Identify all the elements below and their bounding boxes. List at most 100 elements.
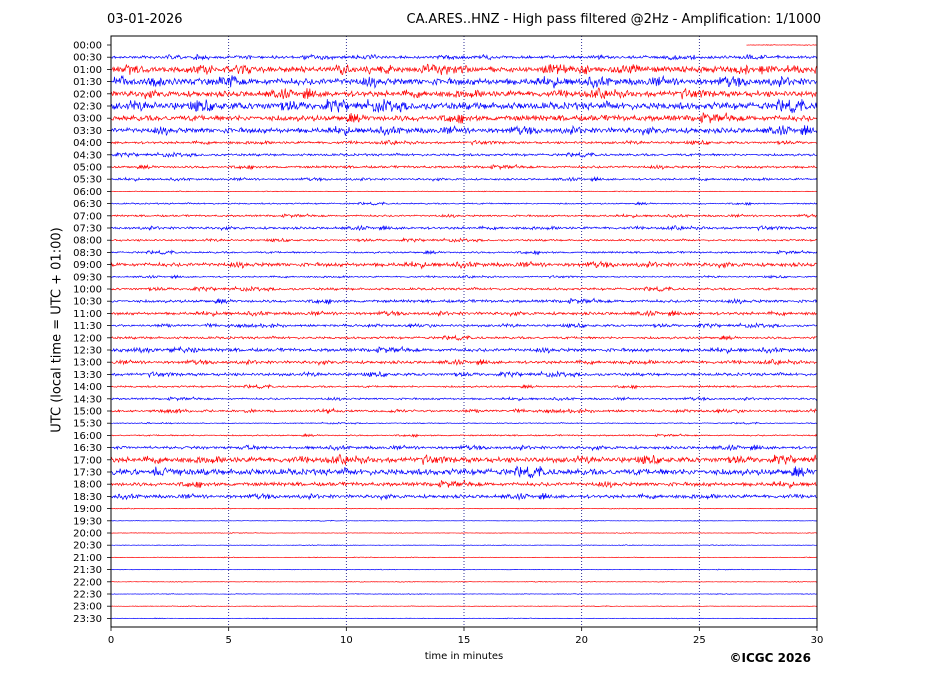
row-time-label: 01:00 xyxy=(73,65,102,76)
x-axis-label: time in minutes xyxy=(424,651,504,662)
row-time-label: 07:30 xyxy=(73,224,102,235)
row-time-label: 22:00 xyxy=(73,577,102,588)
row-time-label: 03:30 xyxy=(73,126,102,137)
row-time-label: 19:30 xyxy=(73,516,102,527)
seismic-trace xyxy=(110,111,817,124)
row-time-label: 15:00 xyxy=(73,407,102,418)
seismic-trace xyxy=(110,74,817,89)
seismic-trace xyxy=(110,383,817,390)
chart-title: CA.ARES..HNZ - High pass filtered @2Hz -… xyxy=(406,12,821,27)
seismic-trace xyxy=(110,407,817,415)
row-time-label: 00:30 xyxy=(73,53,102,64)
row-time-label: 07:00 xyxy=(73,211,102,222)
seismic-trace xyxy=(110,63,817,76)
seismic-trace xyxy=(110,98,817,114)
seismic-trace xyxy=(110,507,817,510)
row-time-label: 03:00 xyxy=(73,114,102,125)
x-tick-label: 5 xyxy=(225,635,231,646)
seismic-trace xyxy=(110,274,817,280)
row-time-label: 01:30 xyxy=(73,77,102,88)
seismic-trace xyxy=(110,151,817,158)
row-time-label: 00:00 xyxy=(73,41,102,52)
seismic-trace xyxy=(110,532,817,534)
seismic-trace xyxy=(110,87,817,100)
seismic-trace xyxy=(110,396,817,402)
row-time-label: 11:30 xyxy=(73,321,102,332)
row-time-label: 05:30 xyxy=(73,175,102,186)
seismic-trace xyxy=(110,492,817,501)
seismic-trace xyxy=(110,421,817,425)
seismic-trace xyxy=(746,44,817,46)
row-time-label: 17:30 xyxy=(73,468,102,479)
row-time-label: 10:00 xyxy=(73,285,102,296)
seismic-trace xyxy=(110,580,817,583)
x-tick-label: 20 xyxy=(575,635,588,646)
seismic-trace xyxy=(110,139,817,146)
seismic-trace xyxy=(110,358,817,366)
row-time-label: 12:30 xyxy=(73,346,102,357)
row-time-label: 23:00 xyxy=(73,602,102,613)
row-time-label: 02:30 xyxy=(73,102,102,113)
row-time-label: 11:00 xyxy=(73,309,102,320)
row-time-label: 16:30 xyxy=(73,443,102,454)
row-time-label: 02:00 xyxy=(73,89,102,100)
row-time-label: 17:00 xyxy=(73,455,102,466)
seismic-trace xyxy=(110,345,817,355)
row-time-label: 20:00 xyxy=(73,529,102,540)
row-time-label: 12:00 xyxy=(73,333,102,344)
seismic-trace xyxy=(110,249,817,256)
seismic-trace xyxy=(110,453,817,466)
row-time-label: 23:30 xyxy=(73,614,102,625)
row-time-label: 21:30 xyxy=(73,565,102,576)
seismic-trace xyxy=(110,190,817,193)
row-time-label: 18:30 xyxy=(73,492,102,503)
seismic-trace xyxy=(110,175,817,183)
seismic-trace xyxy=(110,370,817,379)
row-time-label: 21:00 xyxy=(73,553,102,564)
seismic-trace xyxy=(110,544,817,547)
row-time-label: 20:30 xyxy=(73,541,102,552)
seismic-trace xyxy=(110,260,817,270)
seismic-trace xyxy=(110,237,817,243)
seismic-trace xyxy=(110,53,817,61)
row-time-label: 08:00 xyxy=(73,236,102,247)
row-time-label: 06:30 xyxy=(73,199,102,210)
row-time-label: 04:30 xyxy=(73,150,102,161)
seismic-trace xyxy=(110,593,817,595)
x-tick-label: 30 xyxy=(811,635,824,646)
seismic-trace xyxy=(110,556,817,559)
seismic-trace xyxy=(110,479,817,490)
seismic-trace xyxy=(110,568,817,571)
seismic-trace xyxy=(110,617,817,620)
trace-layer xyxy=(110,44,817,620)
row-time-label: 05:00 xyxy=(73,163,102,174)
row-time-label: 19:00 xyxy=(73,504,102,515)
plot-frame xyxy=(110,35,818,628)
row-time-label: 09:00 xyxy=(73,260,102,271)
date-label: 03-01-2026 xyxy=(107,12,183,27)
x-tick-label: 10 xyxy=(340,635,353,646)
seismic-trace xyxy=(110,444,817,452)
row-time-label: 04:00 xyxy=(73,138,102,149)
row-time-label: 16:00 xyxy=(73,431,102,442)
x-tick-label: 25 xyxy=(693,635,706,646)
row-time-label: 13:30 xyxy=(73,370,102,381)
seismic-trace xyxy=(110,334,817,341)
row-time-label: 10:30 xyxy=(73,297,102,308)
row-time-label: 13:00 xyxy=(73,358,102,369)
x-tick-label: 0 xyxy=(108,635,114,646)
row-time-label: 08:30 xyxy=(73,248,102,259)
seismic-trace xyxy=(110,224,817,232)
x-tick-label: 15 xyxy=(458,635,471,646)
copyright-label: ©ICGC 2026 xyxy=(729,651,811,665)
seismic-trace xyxy=(110,213,817,219)
row-time-label: 15:30 xyxy=(73,419,102,430)
grid-lines xyxy=(228,36,700,627)
row-time-label: 22:30 xyxy=(73,590,102,601)
row-time-label: 14:30 xyxy=(73,394,102,405)
seismic-trace xyxy=(110,322,817,329)
seismic-trace xyxy=(110,605,817,608)
seismic-trace xyxy=(110,124,817,137)
